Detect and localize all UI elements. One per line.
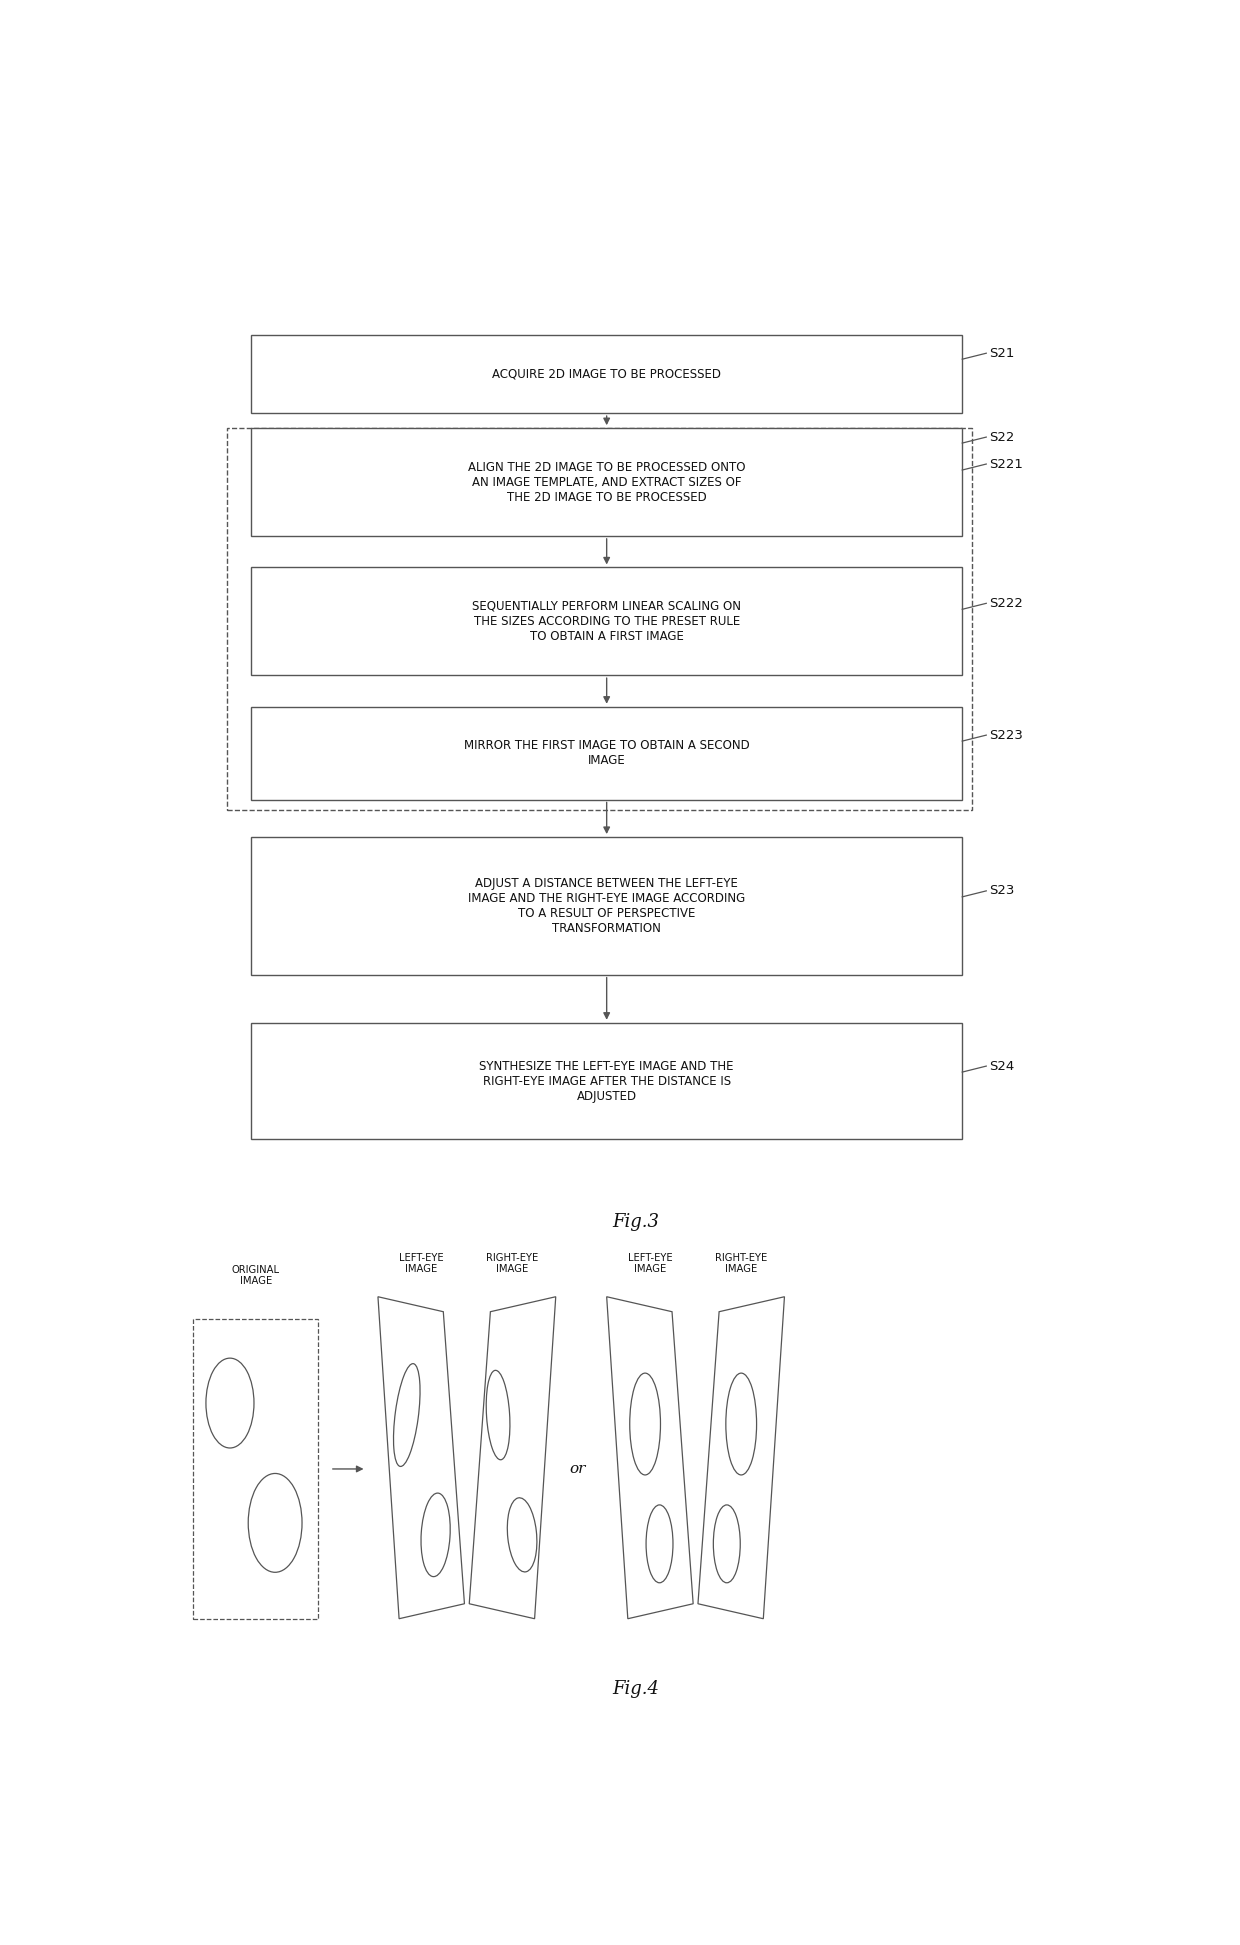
Text: S221: S221 bbox=[990, 457, 1023, 471]
Text: Fig.4: Fig.4 bbox=[613, 1680, 658, 1698]
Bar bbox=[250, 335, 962, 412]
Polygon shape bbox=[469, 1297, 556, 1618]
Text: RIGHT-EYE
IMAGE: RIGHT-EYE IMAGE bbox=[715, 1253, 768, 1274]
Ellipse shape bbox=[486, 1371, 510, 1461]
Ellipse shape bbox=[422, 1494, 450, 1577]
Ellipse shape bbox=[713, 1505, 740, 1583]
Text: or: or bbox=[569, 1463, 587, 1476]
Text: SYNTHESIZE THE LEFT-EYE IMAGE AND THE
RIGHT-EYE IMAGE AFTER THE DISTANCE IS
ADJU: SYNTHESIZE THE LEFT-EYE IMAGE AND THE RI… bbox=[480, 1060, 734, 1103]
Bar bbox=[250, 836, 962, 974]
Bar bbox=[227, 428, 972, 809]
Text: LEFT-EYE
IMAGE: LEFT-EYE IMAGE bbox=[399, 1253, 444, 1274]
Ellipse shape bbox=[206, 1358, 254, 1447]
Text: ACQUIRE 2D IMAGE TO BE PROCESSED: ACQUIRE 2D IMAGE TO BE PROCESSED bbox=[492, 368, 722, 381]
Bar bbox=[250, 568, 962, 675]
Ellipse shape bbox=[725, 1373, 756, 1474]
Ellipse shape bbox=[507, 1498, 537, 1572]
Text: S23: S23 bbox=[990, 885, 1014, 897]
Text: ADJUST A DISTANCE BETWEEN THE LEFT-EYE
IMAGE AND THE RIGHT-EYE IMAGE ACCORDING
T: ADJUST A DISTANCE BETWEEN THE LEFT-EYE I… bbox=[467, 877, 745, 936]
Text: S21: S21 bbox=[990, 346, 1014, 360]
Polygon shape bbox=[193, 1319, 319, 1618]
Text: S24: S24 bbox=[990, 1060, 1014, 1072]
Ellipse shape bbox=[630, 1373, 661, 1474]
Bar bbox=[250, 706, 962, 799]
Text: SEQUENTIALLY PERFORM LINEAR SCALING ON
THE SIZES ACCORDING TO THE PRESET RULE
TO: SEQUENTIALLY PERFORM LINEAR SCALING ON T… bbox=[472, 599, 742, 642]
Text: S223: S223 bbox=[990, 729, 1023, 741]
Text: MIRROR THE FIRST IMAGE TO OBTAIN A SECOND
IMAGE: MIRROR THE FIRST IMAGE TO OBTAIN A SECON… bbox=[464, 739, 749, 766]
Polygon shape bbox=[378, 1297, 465, 1618]
Ellipse shape bbox=[646, 1505, 673, 1583]
Text: S22: S22 bbox=[990, 430, 1014, 443]
Text: RIGHT-EYE
IMAGE: RIGHT-EYE IMAGE bbox=[486, 1253, 538, 1274]
Ellipse shape bbox=[248, 1474, 303, 1572]
Text: ALIGN THE 2D IMAGE TO BE PROCESSED ONTO
AN IMAGE TEMPLATE, AND EXTRACT SIZES OF
: ALIGN THE 2D IMAGE TO BE PROCESSED ONTO … bbox=[467, 461, 745, 504]
Polygon shape bbox=[698, 1297, 785, 1618]
Text: ORIGINAL
IMAGE: ORIGINAL IMAGE bbox=[232, 1264, 280, 1286]
Polygon shape bbox=[606, 1297, 693, 1618]
Ellipse shape bbox=[393, 1363, 420, 1467]
Bar bbox=[250, 428, 962, 537]
Bar bbox=[250, 1023, 962, 1140]
Text: LEFT-EYE
IMAGE: LEFT-EYE IMAGE bbox=[627, 1253, 672, 1274]
Text: S222: S222 bbox=[990, 597, 1023, 611]
Text: Fig.3: Fig.3 bbox=[613, 1214, 658, 1231]
